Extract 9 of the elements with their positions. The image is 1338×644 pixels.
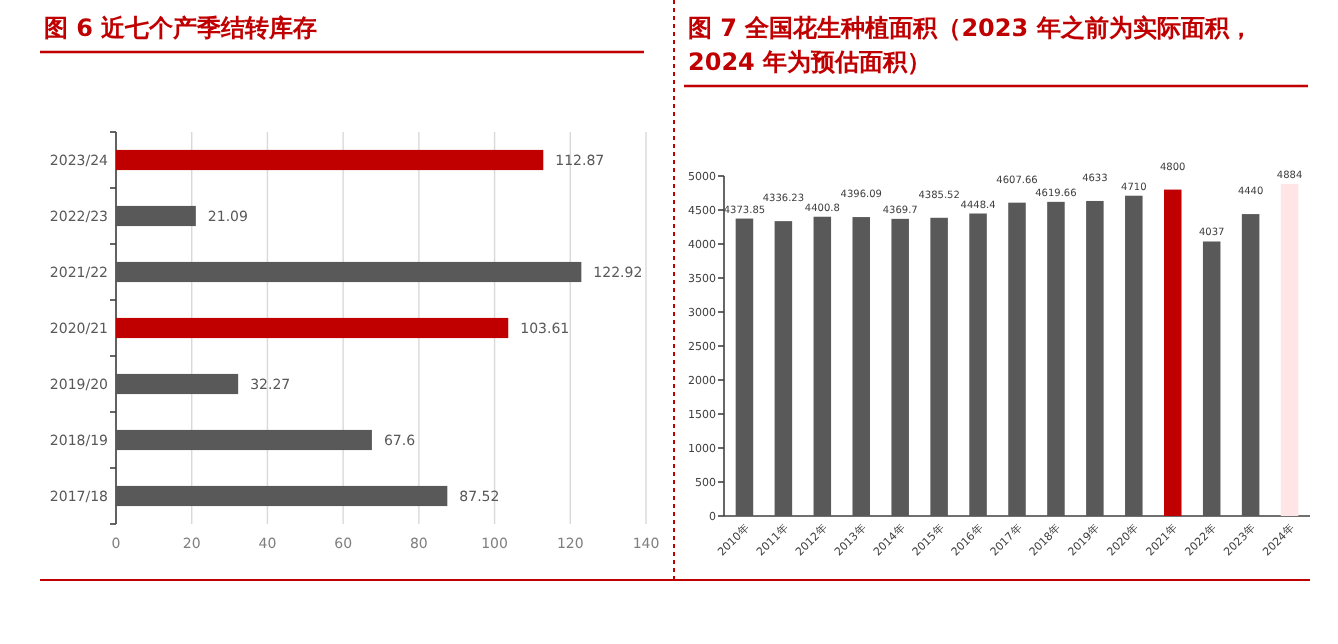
bar — [116, 205, 196, 227]
chart-title: 图 6 近七个产季结转库存 — [44, 14, 318, 42]
bar — [116, 261, 582, 283]
bar — [116, 485, 448, 507]
bar — [116, 373, 239, 395]
chart-title: 图 7 全国花生种植面积（2023 年之前为实际面积，2024 年为预估面积） — [688, 14, 1253, 76]
bar — [116, 429, 372, 451]
bar — [116, 317, 509, 339]
bar — [116, 149, 544, 171]
